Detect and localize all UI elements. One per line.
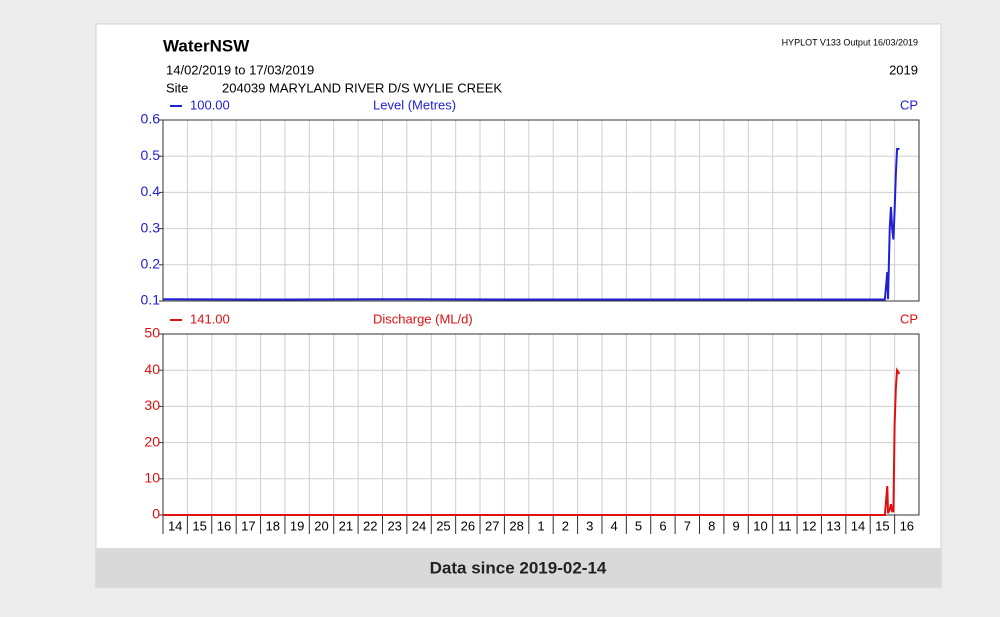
site: 204039 MARYLAND RIVER D/S WYLIE CREEK — [222, 80, 502, 95]
corner-label: CP — [900, 97, 918, 112]
y-tick-label: 10 — [144, 470, 160, 486]
x-tick-label: 2 — [562, 518, 569, 533]
header-program: HYPLOT V133 Output 16/03/2019 — [782, 37, 918, 47]
x-tick-label: 9 — [732, 518, 739, 533]
x-tick-label: 10 — [753, 518, 767, 533]
x-tick-label: 23 — [387, 518, 401, 533]
card — [95, 23, 942, 588]
y-tick-label: 0.1 — [141, 292, 161, 308]
x-tick-label: 14 — [168, 518, 182, 533]
y-tick-label: 0.3 — [141, 219, 161, 235]
x-tick-label: 3 — [586, 518, 593, 533]
y-tick-label: 0.5 — [141, 147, 161, 163]
x-tick-label: 1 — [537, 518, 544, 533]
header-title: WaterNSW — [163, 36, 250, 55]
x-tick-label: 7 — [684, 518, 691, 533]
x-tick-label: 20 — [314, 518, 328, 533]
x-tick-label: 27 — [485, 518, 499, 533]
y-tick-label: 20 — [144, 433, 160, 449]
x-tick-label: 6 — [659, 518, 666, 533]
site-label: Site — [166, 80, 188, 95]
y-tick-label: 40 — [144, 361, 160, 377]
caption: Data since 2019-02-14 — [430, 558, 607, 577]
x-tick-label: 19 — [290, 518, 304, 533]
x-tick-label: 15 — [875, 518, 889, 533]
x-tick-label: 13 — [826, 518, 840, 533]
series-line — [162, 147, 900, 301]
x-tick-label: 24 — [412, 518, 426, 533]
x-tick-label: 5 — [635, 518, 642, 533]
series-line — [163, 367, 901, 516]
y-tick-label: 30 — [144, 397, 160, 413]
x-tick-label: 8 — [708, 518, 715, 533]
x-tick-label: 25 — [436, 518, 450, 533]
y-tick-label: 0.2 — [141, 256, 161, 272]
legend-value: 141.00 — [190, 311, 230, 326]
y-tick-label: 0 — [152, 506, 160, 522]
header-year: 2019 — [889, 62, 918, 77]
header-period: 14/02/2019 to 17/03/2019 — [166, 62, 314, 77]
x-tick-label: 12 — [802, 518, 816, 533]
legend-value: 100.00 — [190, 97, 230, 112]
caption-bar — [96, 548, 941, 587]
legend-name: Discharge (ML/d) — [373, 311, 473, 326]
plot-frame — [162, 119, 920, 302]
y-tick-label: 0.6 — [141, 111, 161, 127]
y-tick-label: 0.4 — [141, 183, 161, 199]
x-tick-label: 22 — [363, 518, 377, 533]
x-tick-label: 4 — [611, 518, 618, 533]
y-tick-label: 50 — [144, 325, 160, 341]
x-tick-label: 17 — [241, 518, 255, 533]
x-tick-label: 18 — [266, 518, 280, 533]
x-tick-label: 14 — [851, 518, 865, 533]
corner-label: CP — [900, 311, 918, 326]
legend-name: Level (Metres) — [373, 97, 456, 112]
x-tick-label: 16 — [217, 518, 231, 533]
x-tick-label: 16 — [900, 518, 914, 533]
x-tick-label: 26 — [461, 518, 475, 533]
x-tick-label: 15 — [192, 518, 206, 533]
x-tick-label: 21 — [339, 518, 353, 533]
x-tick-label: 28 — [509, 518, 523, 533]
x-tick-label: 11 — [778, 518, 792, 533]
